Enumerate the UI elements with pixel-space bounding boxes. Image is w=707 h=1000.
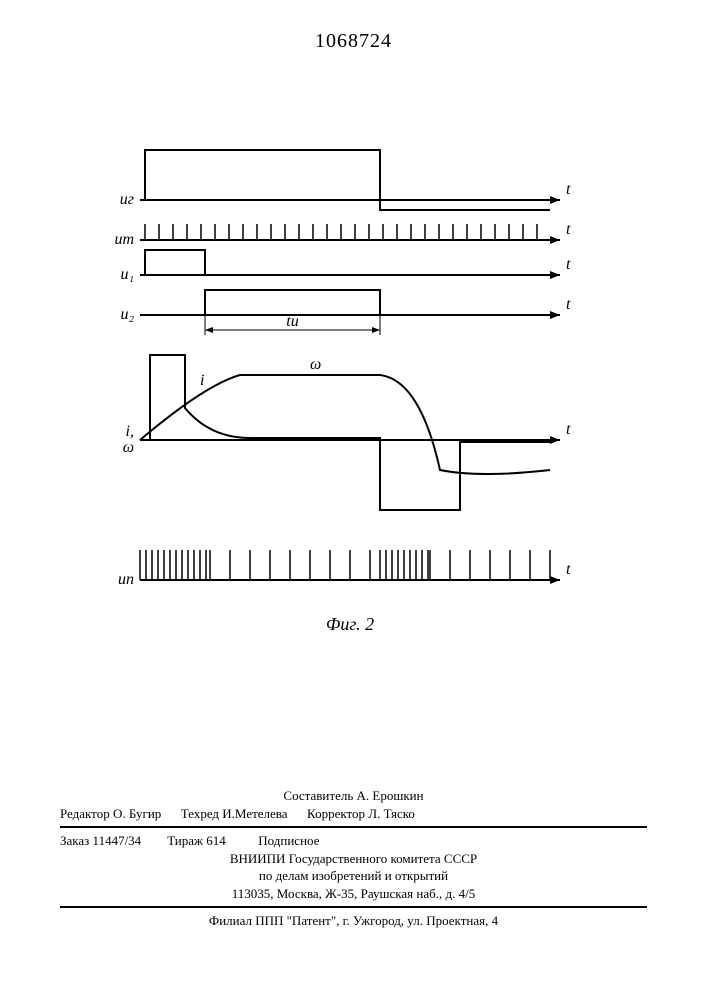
divider-2 xyxy=(60,906,647,908)
svg-text:ω: ω xyxy=(123,439,134,456)
svg-text:t: t xyxy=(566,421,571,438)
org-line-1: ВНИИПИ Государственного комитета СССР xyxy=(60,850,647,868)
order-row: Заказ 11447/34 Тираж 614 Подписное xyxy=(60,832,647,850)
svg-text:i,: i, xyxy=(126,423,134,440)
timing-diagram: tuгtuтtu₁tu₂tuti,ωiωtuпФиг. 2 xyxy=(100,140,600,640)
editor-name: О. Бугир xyxy=(113,806,161,821)
org-line-2: по делам изобретений и открытий xyxy=(60,867,647,885)
divider-1 xyxy=(60,826,647,828)
editor-label: Редактор xyxy=(60,806,110,821)
tirazh: Тираж 614 xyxy=(167,833,226,848)
tehred-name: И.Метелева xyxy=(222,806,287,821)
svg-text:ω: ω xyxy=(310,356,321,373)
svg-text:uг: uг xyxy=(120,191,134,208)
svg-text:u₁: u₁ xyxy=(120,266,134,283)
svg-text:t: t xyxy=(566,256,571,273)
podpisnoe: Подписное xyxy=(258,833,319,848)
order: Заказ 11447/34 xyxy=(60,833,141,848)
svg-text:u₂: u₂ xyxy=(120,306,134,323)
svg-text:t: t xyxy=(566,561,571,578)
svg-text:i: i xyxy=(200,372,204,389)
tehred-label: Техред xyxy=(181,806,219,821)
svg-text:uп: uп xyxy=(118,571,134,588)
svg-text:tu: tu xyxy=(286,313,298,330)
doc-number: 1068724 xyxy=(0,30,707,53)
page: 1068724 tuгtuтtu₁tu₂tuti,ωiωtuпФиг. 2 Со… xyxy=(0,0,707,1000)
filial-line: Филиал ППП "Патент", г. Ужгород, ул. Про… xyxy=(60,912,647,930)
footer-block: Составитель А. Ерошкин Редактор О. Бугир… xyxy=(60,787,647,930)
corrector-name: Л. Тяско xyxy=(368,806,415,821)
svg-text:t: t xyxy=(566,181,571,198)
svg-text:t: t xyxy=(566,221,571,238)
svg-text:Фиг. 2: Фиг. 2 xyxy=(326,614,374,634)
svg-text:t: t xyxy=(566,296,571,313)
svg-text:uт: uт xyxy=(114,231,134,248)
compiler-line: Составитель А. Ерошкин xyxy=(60,787,647,805)
addr-line: 113035, Москва, Ж-35, Раушская наб., д. … xyxy=(60,885,647,903)
corrector-label: Корректор xyxy=(307,806,365,821)
editor-row: Редактор О. Бугир Техред И.Метелева Корр… xyxy=(60,805,647,823)
